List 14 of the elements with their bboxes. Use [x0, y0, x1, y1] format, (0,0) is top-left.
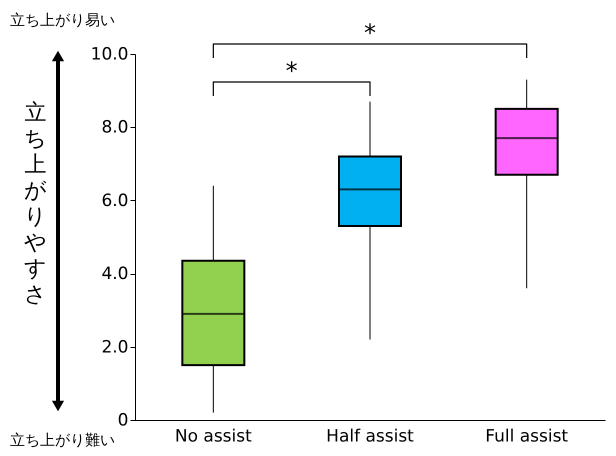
y-tick-label: 0 [118, 410, 128, 430]
x-tick-label: No assist [174, 426, 252, 446]
y-tick-label: 4.0 [101, 264, 128, 284]
x-tick-label: Full assist [485, 426, 568, 446]
y-tick-label: 10.0 [90, 44, 128, 64]
annotation: * [286, 57, 298, 85]
text: 立ち上がり易い [10, 11, 115, 29]
text: * [364, 19, 376, 47]
x-tick-label: Half assist [326, 426, 414, 446]
y-tick-label: 8.0 [101, 118, 128, 138]
y-axis-title: 立ち上がりやすさ [24, 100, 47, 308]
y-tick-label: 2.0 [101, 337, 128, 358]
y-tick-label: 6.0 [101, 190, 128, 211]
text: 立ち上がり難い [10, 431, 115, 449]
